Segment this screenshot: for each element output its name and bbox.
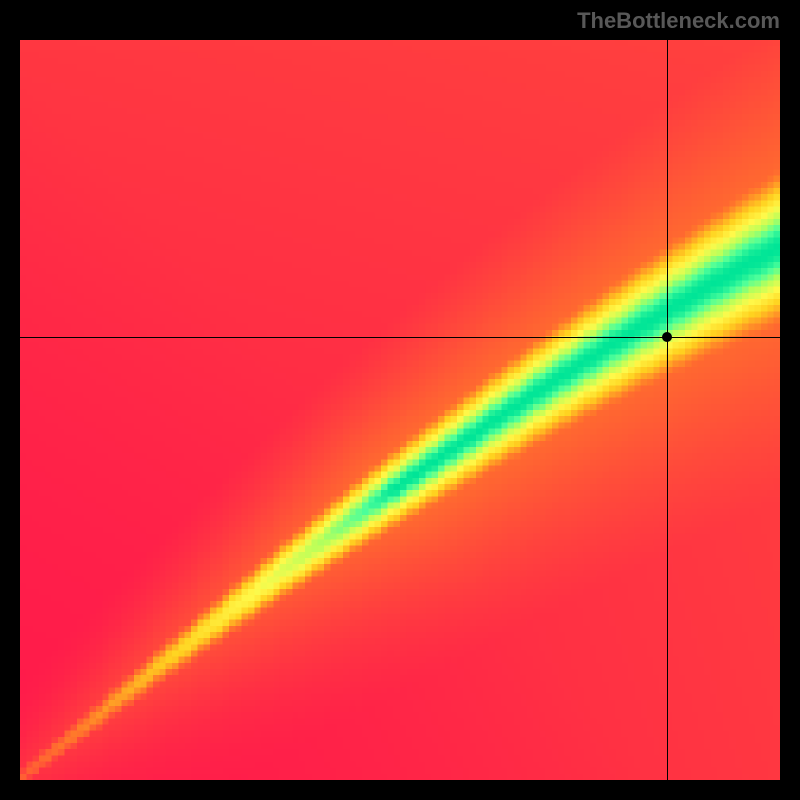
plot-area	[20, 40, 780, 780]
crosshair-vertical	[667, 40, 668, 780]
crosshair-marker	[662, 332, 672, 342]
watermark-text: TheBottleneck.com	[577, 8, 780, 34]
